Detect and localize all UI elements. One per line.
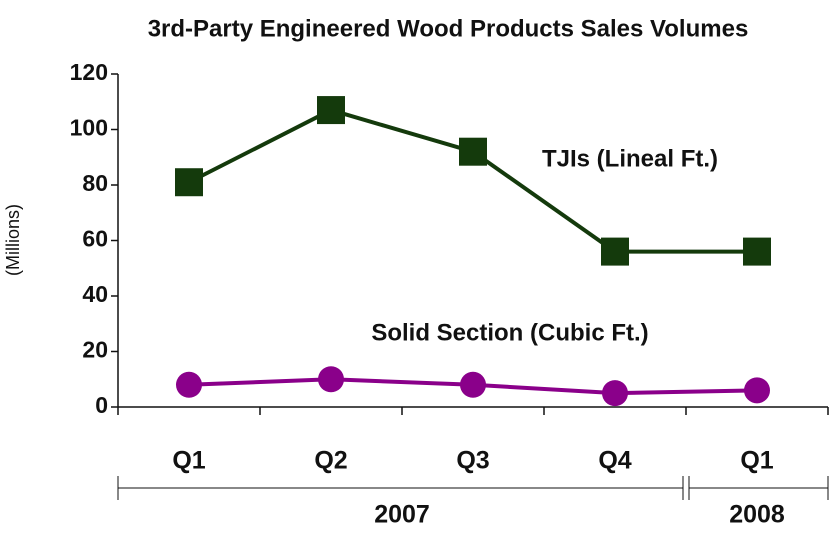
y-tick-label: 80 — [82, 170, 108, 196]
y-tick-label: 120 — [70, 59, 108, 85]
group-label: 2008 — [729, 501, 785, 529]
y-axis-label: (Millions) — [3, 204, 23, 276]
chart-title: 3rd-Party Engineered Wood Products Sales… — [148, 15, 749, 42]
y-tick-label: 60 — [82, 226, 108, 252]
x-tick-label: Q1 — [740, 447, 773, 475]
y-tick-label: 40 — [82, 281, 108, 307]
marker — [744, 377, 770, 404]
marker — [176, 371, 202, 398]
group-label: 2007 — [374, 501, 430, 529]
marker — [317, 96, 345, 125]
marker — [602, 380, 628, 407]
marker — [318, 366, 344, 393]
x-tick-label: Q2 — [314, 447, 347, 475]
series-label: TJIs (Lineal Ft.) — [542, 145, 718, 172]
y-tick-label: 0 — [95, 392, 108, 418]
marker — [175, 168, 203, 197]
x-tick-label: Q1 — [172, 447, 205, 475]
x-tick-label: Q3 — [456, 447, 489, 475]
x-tick-label: Q4 — [598, 447, 631, 475]
series-label: Solid Section (Cubic Ft.) — [371, 319, 648, 346]
marker — [601, 237, 629, 266]
y-tick-label: 100 — [70, 115, 108, 141]
marker — [459, 137, 487, 166]
series-line — [188, 107, 757, 254]
y-tick-label: 20 — [82, 337, 108, 363]
marker — [743, 237, 771, 266]
marker — [460, 371, 486, 398]
